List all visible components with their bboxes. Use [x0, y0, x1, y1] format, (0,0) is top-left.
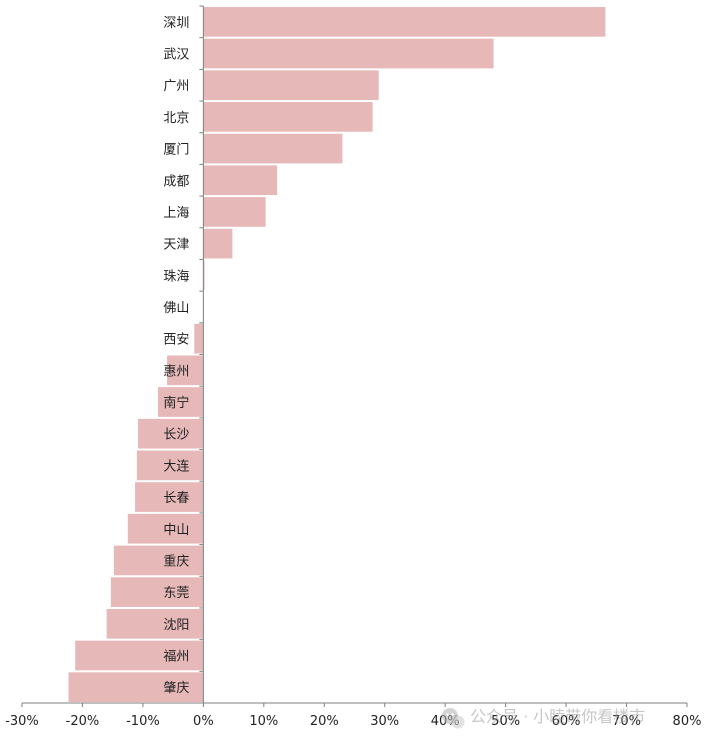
- bar-珠海: [203, 260, 205, 291]
- bar-福州: [75, 640, 204, 671]
- bar-大连: [136, 450, 204, 481]
- watermark: 公众号 · 小睦带你看楼市: [442, 707, 645, 729]
- category-label: 长沙: [163, 428, 189, 443]
- x-tick-label: 60%: [552, 714, 581, 729]
- category-label: 东莞: [163, 586, 189, 601]
- x-tick-label: -20%: [66, 714, 100, 729]
- x-tick-label: 80%: [673, 714, 702, 729]
- bar-上海: [203, 197, 266, 227]
- category-label: 长春: [163, 491, 189, 506]
- category-label: 南宁: [163, 395, 189, 411]
- x-tick-label: 10%: [249, 714, 278, 729]
- category-label: 上海: [163, 206, 189, 221]
- category-label: 成都: [163, 174, 189, 189]
- bar-厦门: [203, 133, 343, 164]
- x-tick-label: 30%: [370, 714, 399, 729]
- category-label: 福州: [163, 649, 189, 664]
- category-label: 珠海: [163, 269, 189, 284]
- category-label: 武汉: [163, 48, 189, 63]
- category-label: 重庆: [163, 553, 189, 569]
- bar-惠州: [167, 355, 204, 386]
- bar-东莞: [110, 577, 204, 607]
- bar-重庆: [113, 545, 204, 576]
- category-labels: 深圳武汉广州北京厦门成都上海天津珠海佛山西安惠州南宁长沙大连长春中山重庆东莞沈阳…: [163, 5, 204, 696]
- category-label: 广州: [163, 79, 189, 94]
- bar-肇庆: [68, 672, 204, 702]
- category-label: 惠州: [163, 364, 189, 379]
- bar-沈阳: [106, 608, 204, 639]
- category-label: 深圳: [163, 16, 189, 31]
- x-tick-label: 0%: [193, 714, 214, 729]
- bar-成都: [203, 165, 278, 196]
- category-label: 大连: [163, 458, 189, 474]
- bar-武汉: [203, 38, 494, 69]
- category-label: 肇庆: [163, 681, 189, 696]
- category-label: 天津: [163, 238, 189, 253]
- x-tick-label: 70%: [612, 714, 641, 729]
- bars-group: [68, 7, 606, 702]
- x-axis-ticks: -30%-20%-10%0%10%20%30%40%50%60%70%80%: [5, 703, 701, 729]
- bar-天津: [203, 228, 233, 259]
- bar-中山: [127, 513, 204, 544]
- bar-广州: [203, 70, 379, 101]
- bar-长春: [135, 482, 204, 512]
- bar-深圳: [203, 7, 606, 37]
- x-tick-label: 20%: [310, 714, 339, 729]
- bar-西安: [194, 323, 204, 354]
- category-label: 佛山: [163, 301, 189, 316]
- category-label: 西安: [163, 333, 189, 348]
- x-tick-label: -30%: [5, 714, 39, 729]
- category-label: 沈阳: [163, 618, 189, 633]
- category-label: 中山: [163, 523, 189, 538]
- watermark-text: 公众号 · 小睦带你看楼市: [470, 707, 645, 726]
- bar-长沙: [138, 418, 204, 449]
- category-label: 厦门: [163, 143, 189, 158]
- wechat-icon: [442, 708, 465, 729]
- x-tick-label: 50%: [491, 714, 520, 729]
- x-tick-label: -10%: [126, 714, 160, 729]
- category-label: 北京: [163, 111, 189, 126]
- bar-北京: [203, 102, 373, 132]
- bar-南宁: [158, 387, 204, 417]
